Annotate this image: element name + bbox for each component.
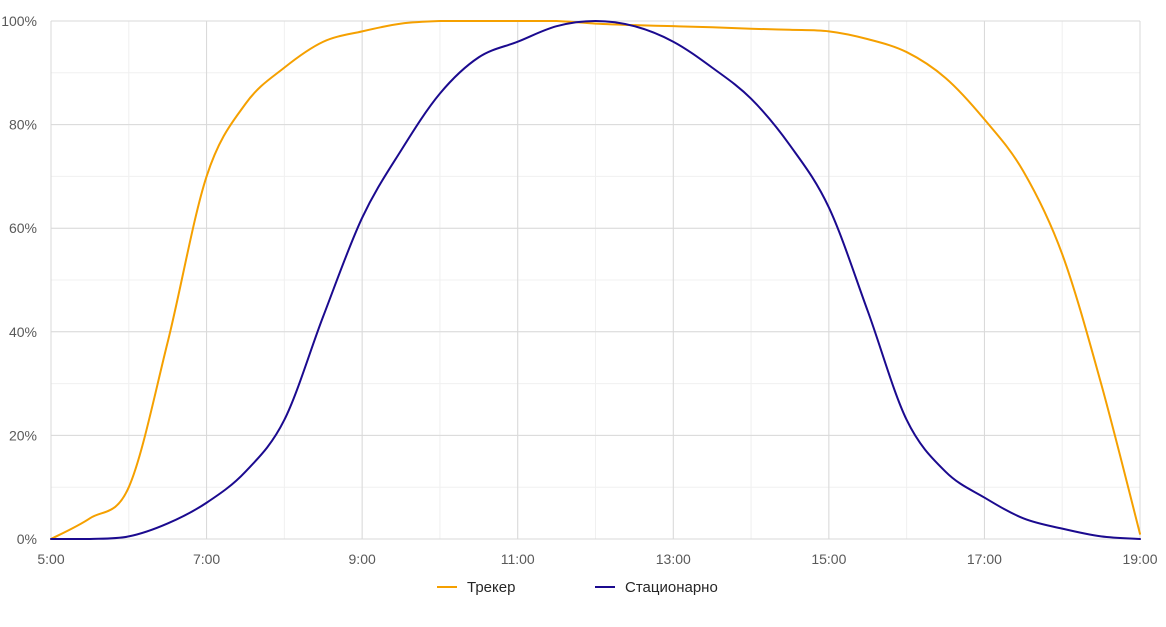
minor-gridlines — [50, 20, 1141, 540]
x-tick-label: 19:00 — [1122, 551, 1157, 567]
x-tick-label: 9:00 — [349, 551, 376, 567]
x-tick-label: 13:00 — [656, 551, 691, 567]
legend-item-tracker[interactable]: Трекер — [437, 576, 515, 598]
x-tick-label: 7:00 — [193, 551, 220, 567]
x-axis-tick-labels: 5:00 7:00 9:00 11:00 13:00 15:00 17:00 19:00 — [37, 551, 1157, 567]
y-tick-label: 80% — [9, 117, 37, 133]
series-line-stationary — [50, 20, 1141, 540]
y-tick-label: 20% — [9, 427, 37, 443]
major-gridlines — [50, 20, 1141, 540]
y-tick-label: 60% — [9, 220, 37, 236]
legend-label-tracker: Трекер — [467, 578, 516, 596]
legend-item-stationary[interactable]: Стационарно — [595, 576, 718, 598]
y-axis-tick-labels: 0% 20% 40% 60% 80% 100% — [1, 13, 37, 547]
legend: Трекер Стационарно — [0, 576, 1166, 598]
y-tick-label: 100% — [1, 13, 37, 29]
legend-swatch-stationary — [595, 586, 615, 588]
y-tick-label: 40% — [9, 324, 37, 340]
series-line-tracker — [50, 20, 1141, 540]
series-layer — [50, 20, 1141, 540]
x-tick-label: 17:00 — [967, 551, 1002, 567]
x-tick-label: 15:00 — [811, 551, 846, 567]
x-tick-label: 5:00 — [37, 551, 64, 567]
y-tick-label: 0% — [17, 531, 37, 547]
legend-swatch-tracker — [437, 586, 457, 588]
legend-label-stationary: Стационарно — [625, 578, 718, 596]
x-tick-label: 11:00 — [501, 551, 535, 567]
